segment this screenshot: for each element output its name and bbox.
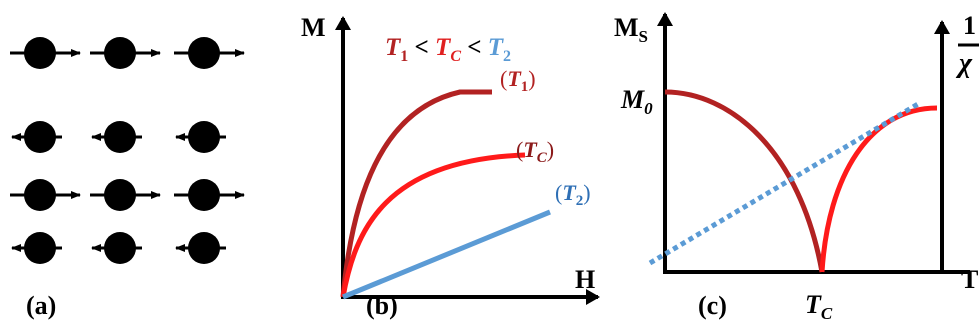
panel-b-y-label: M xyxy=(301,13,326,42)
spin-right xyxy=(174,37,245,69)
m0-label: M0 xyxy=(620,85,653,118)
spin-right xyxy=(10,37,81,69)
spin-left xyxy=(11,121,62,153)
spin-right xyxy=(90,179,161,211)
atom-dot xyxy=(188,37,220,69)
atom-dot xyxy=(24,121,56,153)
atom-dot xyxy=(188,121,220,153)
atom-dot xyxy=(104,179,136,211)
curve-t1 xyxy=(340,89,492,298)
atom-dot xyxy=(188,232,220,264)
spin-left xyxy=(91,121,142,153)
spin-right xyxy=(90,37,161,69)
tc-tick-label: TC xyxy=(805,290,833,323)
atom-dot xyxy=(104,121,136,153)
label-tc: (TC) xyxy=(516,137,554,166)
inverse-susceptibility-line xyxy=(648,101,920,266)
atom-dot xyxy=(104,232,136,264)
spin-left xyxy=(11,232,62,264)
panel-c: MS M0 TC T 1 χ xyxy=(614,11,979,323)
atom-dot xyxy=(24,179,56,211)
inverse-chi-numerator: 1 xyxy=(963,11,976,40)
susceptibility-peak-curve xyxy=(819,105,938,273)
saturation-magnetization-curve xyxy=(664,89,825,273)
label-t2: (T2) xyxy=(555,180,591,209)
panel-a-lattice xyxy=(10,37,245,264)
panel-a-caption: (a) xyxy=(26,291,56,320)
inverse-chi-denominator: χ xyxy=(955,48,973,79)
panel-b-x-label: H xyxy=(575,265,595,294)
spin-left xyxy=(175,232,226,264)
panel-b-caption: (b) xyxy=(366,291,398,320)
spin-right xyxy=(10,179,81,211)
atom-dot xyxy=(24,232,56,264)
panel-c-x-label: T xyxy=(961,265,978,294)
curve-tc xyxy=(340,152,526,298)
spin-left xyxy=(175,121,226,153)
curve-t2 xyxy=(342,209,551,300)
temperature-condition: T1 < TC < T2 xyxy=(385,34,511,65)
atom-dot xyxy=(188,179,220,211)
panel-c-y-label: MS xyxy=(614,13,648,46)
spin-left xyxy=(91,232,142,264)
atom-dot xyxy=(104,37,136,69)
panel-b: M H T1 < TC < T2 (T1) (TC) (T2) xyxy=(301,13,600,305)
label-t1: (T1) xyxy=(500,66,536,95)
spin-right xyxy=(174,179,245,211)
atom-dot xyxy=(24,37,56,69)
panel-c-caption: (c) xyxy=(698,291,727,320)
